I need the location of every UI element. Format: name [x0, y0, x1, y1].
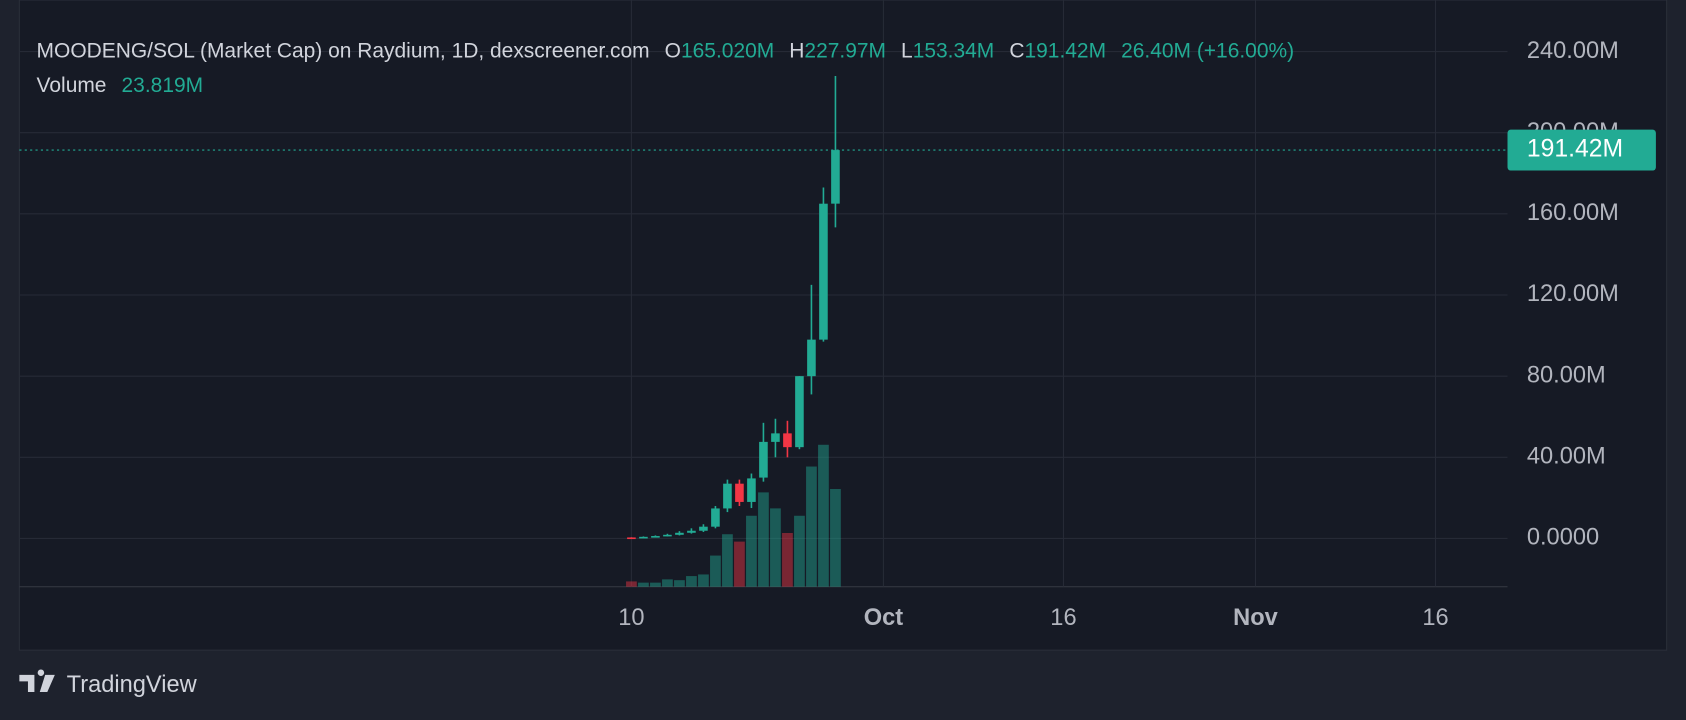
legend-key: O — [665, 39, 681, 62]
x-tick-label: Nov — [1233, 605, 1279, 631]
last-price-tag — [1507, 129, 1656, 171]
legend-value: 191.42M — [1024, 39, 1106, 62]
volume-bar — [770, 508, 781, 587]
legend-key: C — [1009, 39, 1024, 62]
volume-bar — [806, 466, 817, 587]
y-tick-label: 80.00M — [1527, 362, 1606, 388]
volume-bar — [650, 582, 661, 587]
candle-body — [759, 441, 768, 478]
candle-body — [651, 536, 660, 538]
volume-bar — [758, 492, 769, 587]
logo-icon — [19, 669, 55, 693]
chart-panel — [18, 0, 1668, 651]
legend-value: 153.34M — [913, 39, 995, 62]
volume-bar — [686, 576, 697, 587]
volume-bar — [698, 574, 709, 587]
candle-body — [771, 433, 780, 442]
candle-body — [831, 150, 840, 204]
volume-bar — [782, 532, 793, 587]
logo: TradingView — [19, 669, 198, 698]
candle-body — [795, 376, 804, 448]
candle-body — [735, 483, 744, 502]
volume-bar — [794, 515, 805, 587]
candle-body — [627, 537, 636, 540]
volume-key: Volume — [37, 74, 107, 97]
candle-body — [663, 534, 672, 537]
volume-bar — [626, 581, 637, 587]
legend-change: 26.40M (+16.00%) — [1121, 39, 1294, 62]
volume-bar — [830, 489, 841, 587]
candle-body — [747, 478, 756, 502]
candle-body — [807, 339, 816, 377]
candle-body — [675, 532, 684, 535]
y-tick-label: 0.0000 — [1527, 525, 1599, 551]
legend-key: L — [901, 39, 913, 62]
brand: TradingView — [67, 672, 198, 698]
volume-bar — [734, 541, 745, 587]
volume-bar — [638, 582, 649, 587]
last-price-label: 191.42M — [1527, 136, 1623, 163]
candle-body — [699, 526, 708, 531]
legend-value: 165.020M — [681, 39, 774, 62]
y-tick-label: 120.00M — [1527, 281, 1619, 307]
chart-title: MOODENG/SOL (Market Cap) on Raydium, 1D,… — [37, 39, 650, 62]
y-tick-label: 240.00M — [1527, 38, 1619, 64]
volume-bar — [746, 515, 757, 587]
volume-bar — [710, 555, 721, 587]
volume-bar — [722, 534, 733, 587]
volume-value: 23.819M — [122, 74, 204, 97]
volume-bar — [662, 579, 673, 587]
x-tick-label: 10 — [618, 605, 644, 631]
x-tick-label: 16 — [1050, 605, 1076, 631]
candle-body — [687, 530, 696, 533]
candle-body — [723, 483, 732, 509]
y-tick-label: 40.00M — [1527, 444, 1606, 470]
legend-header: MOODENG/SOL (Market Cap) on Raydium, 1D,… — [37, 39, 1295, 62]
y-tick-label: 160.00M — [1527, 200, 1619, 226]
candle-body — [711, 508, 720, 527]
volume-bar — [674, 580, 685, 587]
candle-body — [783, 433, 792, 448]
legend-value: 227.97M — [804, 39, 886, 62]
candle-body — [639, 536, 648, 539]
candle-body — [819, 203, 828, 340]
x-tick-label: 16 — [1422, 605, 1448, 631]
legend-key: H — [789, 39, 804, 62]
x-tick-label: Oct — [864, 605, 904, 631]
volume-bar — [818, 444, 829, 587]
volume-legend: Volume 23.819M — [37, 74, 204, 97]
